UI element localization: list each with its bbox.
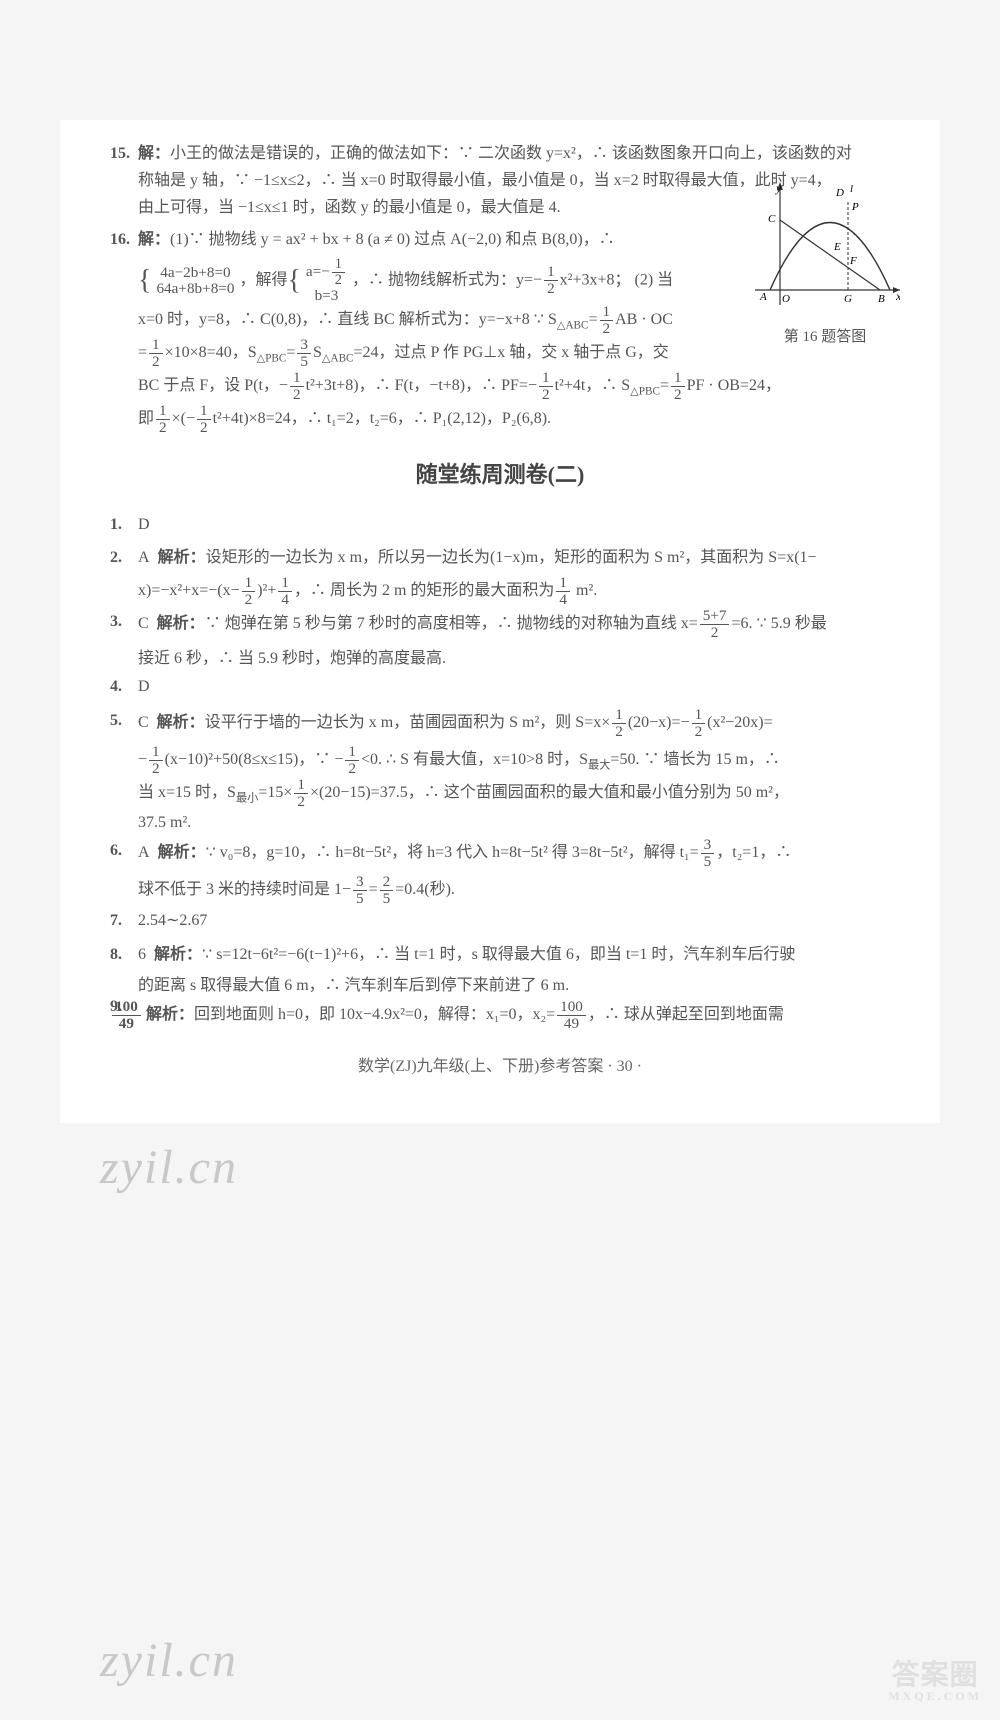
brace-bot: 64a+8b+8=0 — [153, 281, 237, 297]
s6: 6. A 解析：∵ v₀=8，g=10，∴ h=8t−5t²，将 h=3 代入 … — [110, 837, 890, 870]
figure-caption: 第 16 题答图 — [750, 323, 900, 352]
s6-l2: 球不低于 3 米的持续时间是 1−35=25=0.4(秒). — [110, 874, 890, 907]
q15-l1: 小王的做法是错误的，正确的做法如下：∵ 二次函数 y=x²，∴ 该函数图象开口向… — [170, 145, 852, 162]
s9-num-label: 9. — [110, 1036, 122, 1066]
jiede: ，解得 — [239, 271, 287, 288]
q16-figure: y x A O B C D P E F G l 第 16 题答图 — [750, 180, 900, 352]
s7-num: 7. — [110, 906, 138, 936]
q16-num: 16. — [110, 226, 138, 253]
svg-text:F: F — [849, 255, 857, 267]
svg-text:C: C — [768, 213, 776, 225]
watermark-2: zyil.cn — [100, 1633, 238, 1688]
s8-num: 8. — [110, 941, 138, 968]
s2-l2: x)=−x²+x=−(x−12)²+14，∴ 周长为 2 m 的矩形的最大面积为… — [110, 575, 890, 608]
svg-text:l: l — [850, 183, 853, 195]
s3: 3. C 解析：∵ 炮弹在第 5 秒与第 7 秒时的高度相等，∴ 抛物线的对称轴… — [110, 608, 890, 641]
s5-l4: 37.5 m². — [110, 809, 890, 836]
s9-body: 9. 解析：回到地面则 h=0，即 10x−4.9x²=0，解得：x₁=0，x₂… — [138, 999, 890, 1032]
svg-text:E: E — [833, 241, 841, 253]
s5: 5. C 解析：设平行于墙的一边长为 x m，苗圃园面积为 S m²，则 S=x… — [110, 707, 890, 740]
s5-body: C 解析：设平行于墙的一边长为 x m，苗圃园面积为 S m²，则 S=x×12… — [138, 707, 890, 740]
corner-bot: MXQE.COM — [888, 1690, 982, 1702]
after-sol2: x²+3x+8； (2) 当 — [560, 271, 674, 288]
svg-text:O: O — [782, 293, 790, 305]
sol-b: b=3 — [303, 288, 350, 304]
s7-ans: 2.54∼2.67 — [138, 906, 890, 936]
q15-l2: 称轴是 y 轴，∵ −1≤x≤2，∴ 当 x=0 时取得最小值，最小值是 0，当… — [138, 172, 832, 189]
sol-a: a=− — [306, 263, 330, 280]
s2-num: 2. — [110, 544, 138, 571]
s2: 2. A 解析：设矩形的一边长为 x m，所以另一边长为(1−x)m，矩形的面积… — [110, 544, 890, 571]
q15-lead: 解： — [138, 145, 170, 162]
watermark-1: zyil.cn — [100, 1140, 238, 1195]
s9: 10049 9. 解析：回到地面则 h=0，即 10x−4.9x²=0，解得：x… — [110, 999, 890, 1032]
corner-top: 答案圈 — [892, 1660, 979, 1691]
s5-num: 5. — [110, 707, 138, 734]
svg-text:y: y — [775, 181, 782, 195]
s8-l2: 的距离 s 取得最大值 6 m，∴ 汽车刹车后到停下来前进了 6 m. — [110, 972, 890, 999]
svg-text:G: G — [844, 293, 852, 305]
s5-l3: 当 x=15 时，S最小=15×12×(20−15)=37.5，∴ 这个苗圃园面… — [110, 777, 890, 810]
q16-linec: x=0 时，y=8，∴ C(0,8)，∴ 直线 BC 解析式为：y=−x+8 ∵… — [110, 304, 778, 337]
s4-num: 4. — [110, 672, 138, 702]
page-container: y x A O B C D P E F G l 第 16 题答图 15. 解：小… — [60, 120, 940, 1123]
q16-linee: BC 于点 F，设 P(t，−12t²+3t+8)，∴ F(t，−t+8)，∴ … — [110, 370, 890, 403]
svg-text:x: x — [895, 289, 900, 303]
corner-logo: 答案圈 MXQE.COM — [888, 1662, 982, 1702]
s8-body: 6 解析：∵ s=12t−6t²=−6(t−1)²+6，∴ 当 t=1 时，s … — [138, 941, 890, 968]
s6-body: A 解析：∵ v₀=8，g=10，∴ h=8t−5t²，将 h=3 代入 h=8… — [138, 837, 890, 870]
s4: 4. D — [110, 672, 890, 702]
q16-body: 解：(1)∵ 抛物线 y = ax² + bx + 8 (a ≠ 0) 过点 A… — [138, 226, 730, 253]
section-title: 随堂练周测卷(二) — [110, 454, 890, 496]
s4-ans: D — [138, 672, 890, 702]
s3-num: 3. — [110, 608, 138, 635]
q15-l3: 由上可得，当 −1≤x≤1 时，函数 y 的最小值是 0，最大值是 4. — [138, 199, 561, 216]
s1-ans: D — [138, 510, 890, 540]
q16: 16. 解：(1)∵ 抛物线 y = ax² + bx + 8 (a ≠ 0) … — [110, 226, 730, 253]
s3-body: C 解析：∵ 炮弹在第 5 秒与第 7 秒时的高度相等，∴ 抛物线的对称轴为直线… — [138, 608, 890, 641]
s6-num: 6. — [110, 837, 138, 864]
q16-linef: 即12×(−12t²+4t)×8=24，∴ t₁=2，t₂=6，∴ P₁(2,1… — [110, 403, 890, 436]
svg-text:A: A — [759, 291, 767, 303]
q16-lead: 解： — [138, 231, 170, 248]
svg-text:D: D — [835, 187, 844, 199]
svg-text:B: B — [878, 293, 885, 305]
s1: 1. D — [110, 510, 890, 540]
s3-l2: 接近 6 秒，∴ 当 5.9 秒时，炮弹的高度最高. — [110, 645, 890, 672]
s8: 8. 6 解析：∵ s=12t−6t²=−6(t−1)²+6，∴ 当 t=1 时… — [110, 941, 890, 968]
q16-cont: {4a−2b+8=064a+8b+8=0，解得{a=−12b=3，∴ 抛物线解析… — [110, 257, 778, 305]
svg-text:P: P — [851, 201, 859, 213]
s1-num: 1. — [110, 510, 138, 540]
s7: 7. 2.54∼2.67 — [110, 906, 890, 936]
q16-p1a: (1)∵ 抛物线 y = ax² + bx + 8 (a ≠ 0) 过点 A(−… — [170, 231, 615, 248]
s5-l2: −12(x−10)²+50(8≤x≤15)，∵ −12<0. ∴ S 有最大值，… — [110, 744, 890, 777]
brace-top: 4a−2b+8=0 — [153, 265, 237, 281]
page-footer: 数学(ZJ)九年级(上、下册)参考答案 · 30 · — [110, 1052, 890, 1082]
parabola-diagram: y x A O B C D P E F G l — [750, 180, 900, 310]
q15-num: 15. — [110, 140, 138, 167]
s2-body: A 解析：设矩形的一边长为 x m，所以另一边长为(1−x)m，矩形的面积为 S… — [138, 544, 890, 571]
after-sol: ，∴ 抛物线解析式为：y=− — [352, 271, 542, 288]
